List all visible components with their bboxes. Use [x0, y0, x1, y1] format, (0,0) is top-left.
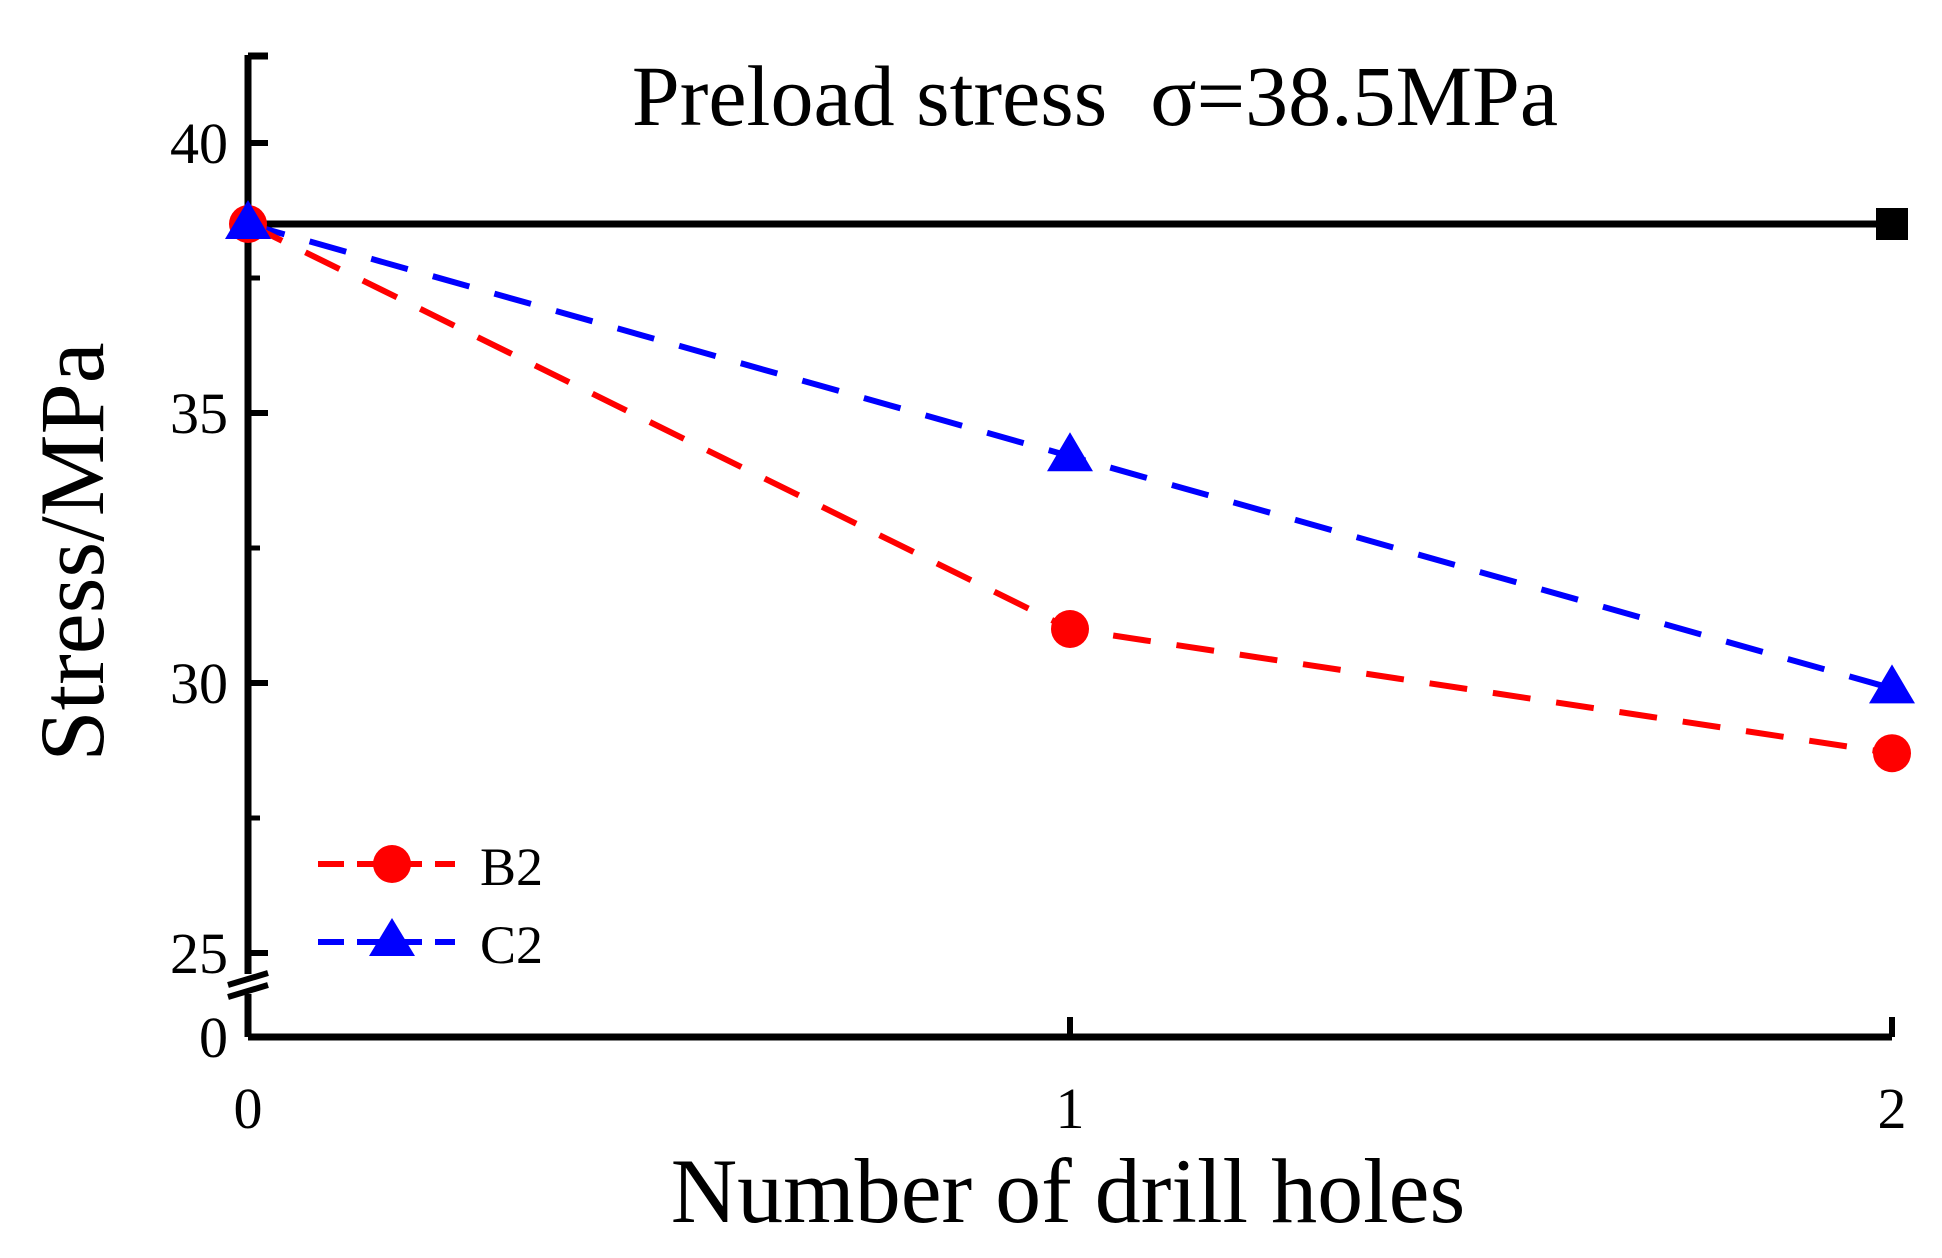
y-axis-title: Stress/MPa [21, 342, 123, 761]
legend-c2-label: C2 [480, 915, 543, 975]
point-c2-x2 [1869, 664, 1915, 704]
preload-annotation: Preload stress σ=38.5MPa [632, 48, 1558, 144]
series-line-b2 [246, 221, 1893, 757]
legend-b2-label: B2 [480, 837, 543, 897]
x-tick-label-0: 0 [234, 1076, 263, 1141]
y-tick-label-0: 0 [199, 1005, 228, 1070]
x-tick-label-2: 2 [1878, 1076, 1907, 1141]
legend-c2-marker [369, 918, 415, 956]
y-tick-label-30: 30 [170, 651, 228, 716]
point-c2-x0 [225, 200, 271, 239]
y-tick-label-40: 40 [170, 111, 228, 176]
point-b2-x2 [1873, 734, 1911, 773]
x-axis-title: Number of drill holes [671, 1140, 1466, 1242]
x-tick-label-1: 1 [1056, 1076, 1085, 1141]
point-c2-x1 [1047, 432, 1093, 472]
legend-b2-marker [373, 845, 411, 883]
legend-entry-b2: B2 [318, 837, 543, 897]
point-b2-x1 [1051, 610, 1089, 648]
y-tick-label-35: 35 [170, 381, 228, 446]
legend-entry-c2: C2 [318, 915, 543, 975]
legend: B2 C2 [318, 837, 543, 975]
y-tick-label-25: 25 [170, 921, 228, 986]
y-axis-break-mark [226, 970, 274, 1000]
preload-square-marker [1876, 208, 1908, 240]
